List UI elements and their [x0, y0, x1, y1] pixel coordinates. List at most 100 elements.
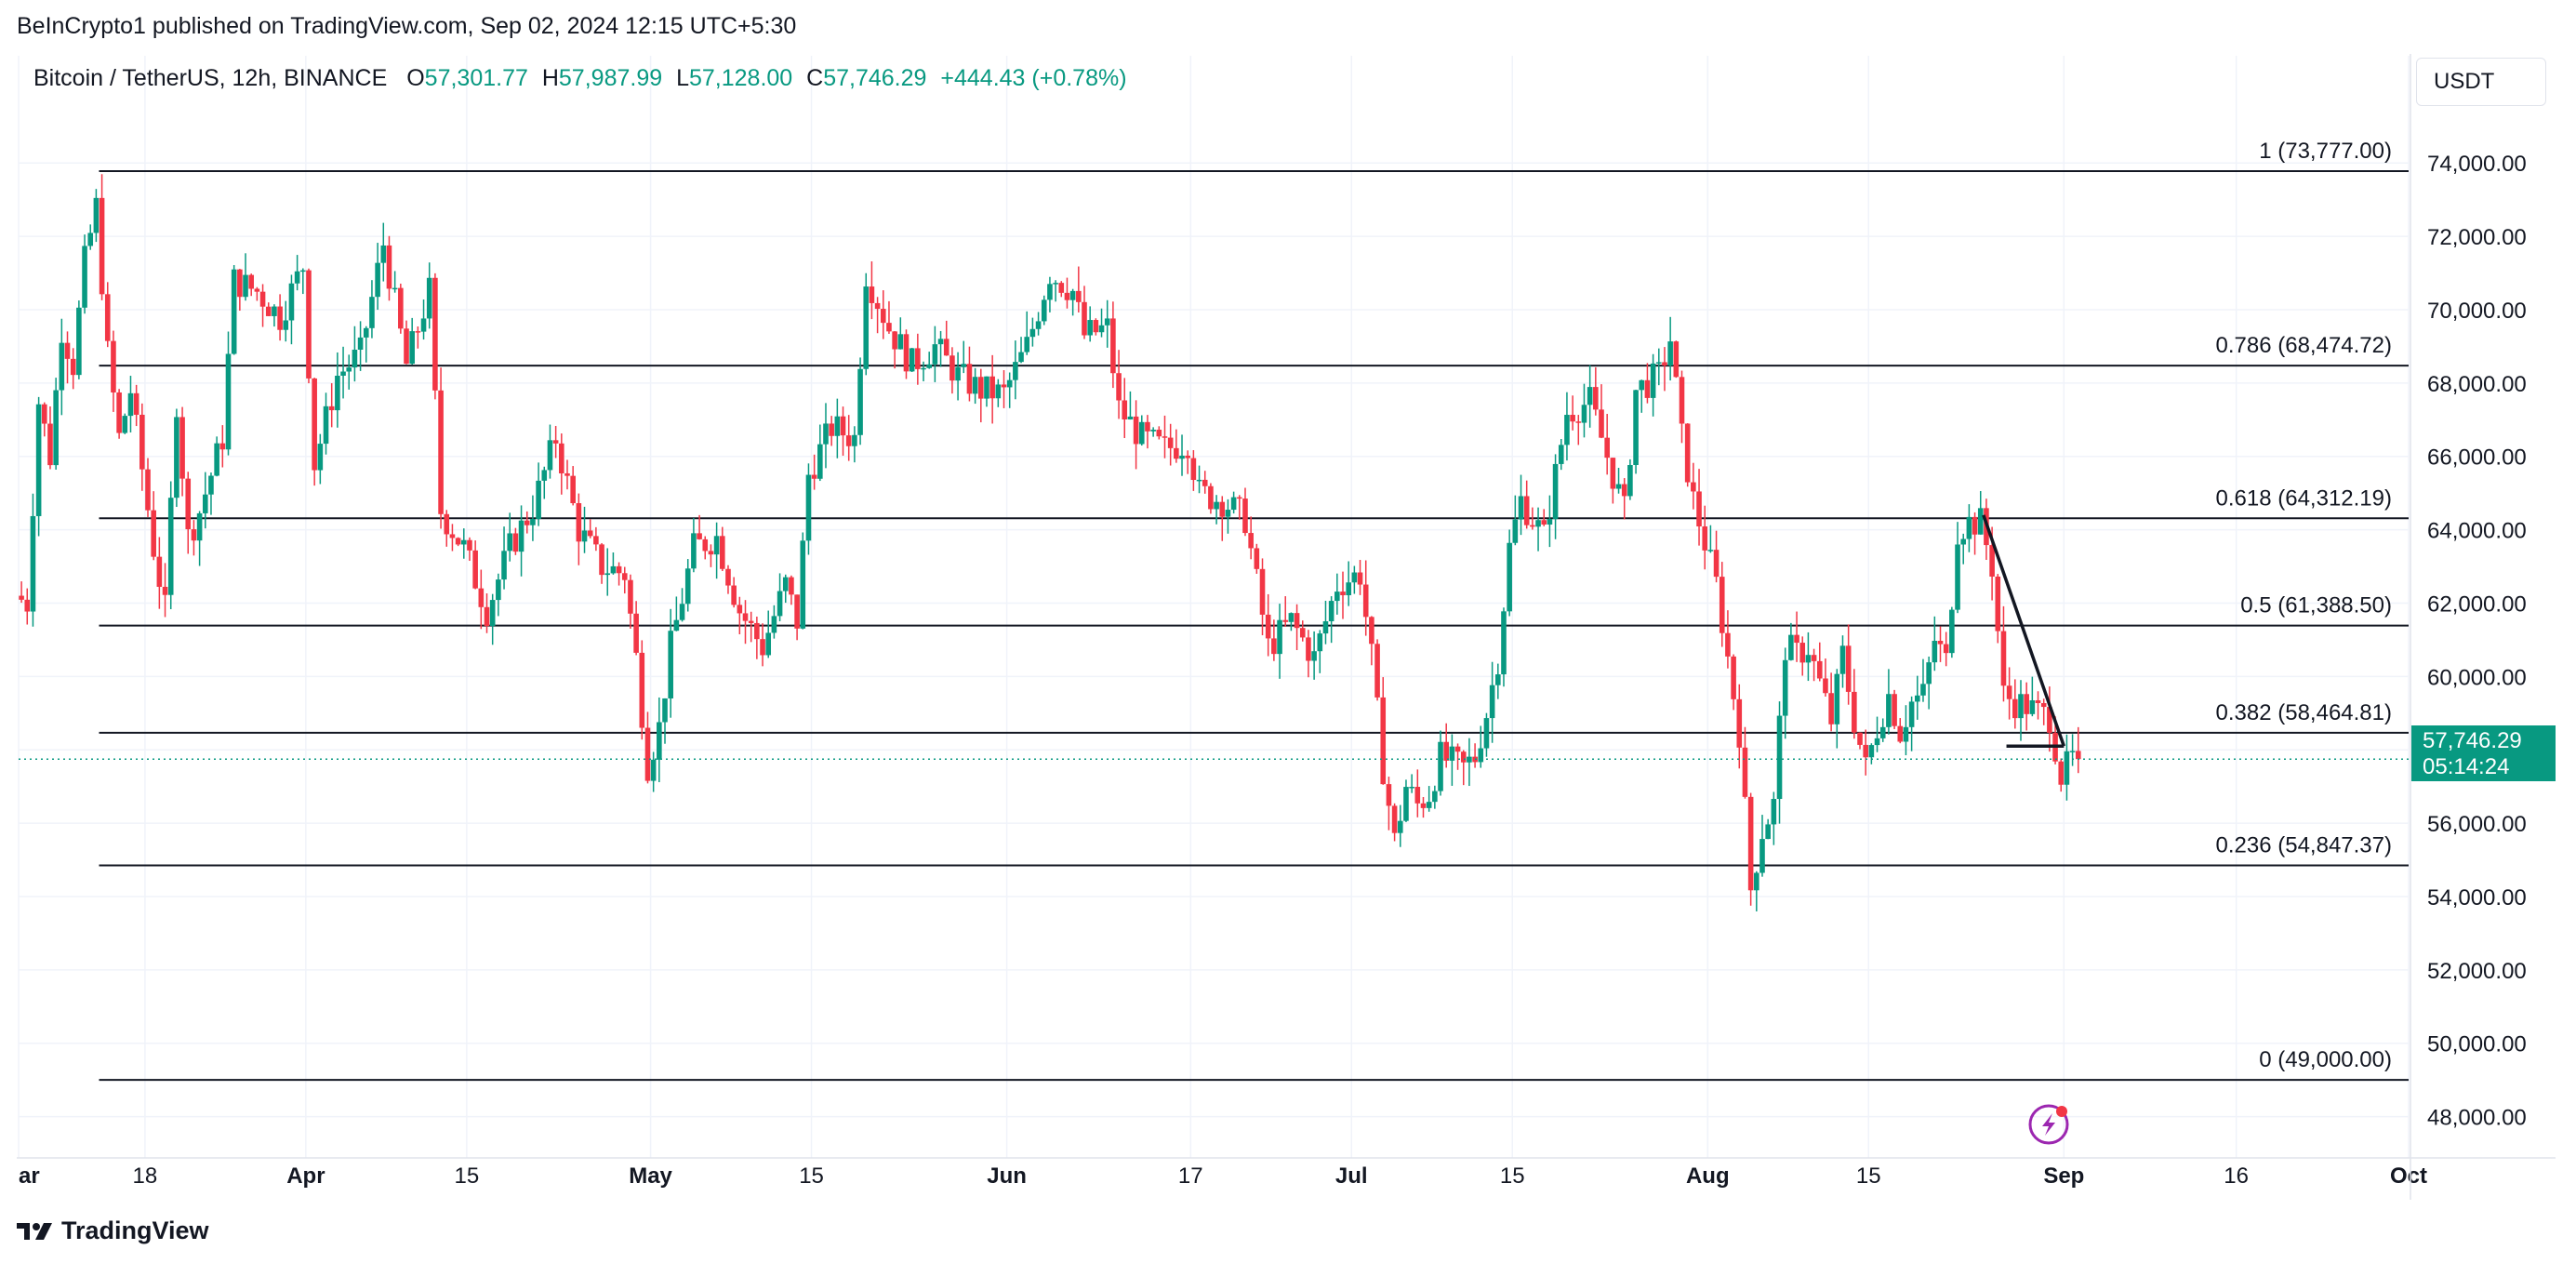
candle-body — [1696, 491, 1702, 527]
candle-body — [1523, 496, 1530, 525]
candle-body — [949, 355, 955, 381]
candle-body — [1087, 320, 1093, 336]
candle-body — [621, 573, 628, 580]
candle-body — [794, 594, 800, 629]
candle-body — [1719, 577, 1725, 633]
currency-button[interactable]: USDT — [2416, 58, 2546, 106]
candle-body — [420, 318, 427, 332]
candle-body — [1943, 644, 1949, 654]
candle-body — [1552, 463, 1559, 520]
candle-body — [530, 519, 536, 525]
candle-body — [811, 474, 817, 479]
candle-body — [1391, 805, 1398, 833]
candle-body — [478, 588, 485, 607]
candle-body — [2047, 707, 2052, 733]
candle-body — [312, 378, 317, 471]
candle-body — [1340, 592, 1346, 596]
candle-body — [2018, 694, 2024, 719]
candle-body — [1110, 318, 1116, 374]
candle-body — [1811, 655, 1817, 661]
candle-body — [1839, 645, 1846, 674]
candle-body — [1691, 482, 1696, 492]
candle-body — [1478, 748, 1484, 763]
candle-body — [1541, 520, 1547, 525]
lightning-alert-icon[interactable] — [2028, 1104, 2069, 1145]
change-value: +444.43 (+0.78%) — [940, 65, 1127, 91]
candle-body — [1937, 641, 1944, 645]
candle-body — [719, 536, 725, 569]
candle-body — [1765, 824, 1771, 840]
candle-body — [1219, 501, 1226, 517]
candle-body — [886, 323, 892, 332]
candle-body — [1334, 592, 1340, 602]
candle-body — [1852, 691, 1857, 733]
symbol-name[interactable]: Bitcoin / TetherUS, 12h, BINANCE — [33, 65, 388, 91]
y-tick-label: 74,000.00 — [2427, 152, 2527, 177]
candle-body — [1650, 363, 1656, 398]
candle-body — [35, 404, 42, 516]
candle-body — [1707, 550, 1714, 552]
open-value: 57,301.77 — [424, 65, 528, 91]
candle-body — [191, 529, 197, 541]
candle-body — [472, 550, 478, 589]
candle-body — [1604, 437, 1610, 459]
fib-level-label: 0.382 (58,464.81) — [2216, 700, 2392, 725]
candle-body — [587, 530, 593, 537]
candle-body — [1639, 379, 1645, 391]
candle-body — [19, 595, 24, 600]
candle-body — [1926, 662, 1932, 685]
candle-body — [1518, 496, 1524, 520]
candle-body — [1684, 423, 1691, 483]
candle-body — [1627, 465, 1633, 497]
x-tick-label: Apr — [286, 1163, 325, 1189]
fib-level-label: 0 (49,000.00) — [2259, 1047, 2392, 1072]
candle-body — [1426, 802, 1432, 808]
candle-body — [1823, 678, 1828, 694]
x-tick-label: Oct — [2390, 1163, 2427, 1189]
candle-body — [1024, 337, 1030, 352]
candle-body — [1185, 455, 1190, 459]
candle-body — [1374, 644, 1380, 698]
candle-body — [1328, 601, 1334, 621]
candle-body — [1127, 416, 1134, 419]
x-tick-label: Jul — [1335, 1163, 1368, 1189]
candle-body — [628, 579, 633, 614]
candle-body — [1960, 538, 1967, 545]
candle-body — [1369, 617, 1374, 645]
candle-body — [53, 390, 59, 466]
candle-body — [1621, 484, 1627, 497]
candle-body — [1076, 290, 1082, 302]
candle-body — [869, 286, 875, 303]
candle-body — [174, 417, 179, 499]
candle-body — [874, 302, 881, 310]
candle-body — [139, 414, 145, 470]
candle-body — [1035, 321, 1042, 329]
candle-body — [1058, 283, 1065, 293]
candle-body — [1989, 545, 1995, 577]
candle-body — [219, 443, 226, 450]
candle-body — [426, 277, 432, 319]
candle-body — [1662, 362, 1667, 366]
candle-body — [133, 392, 139, 415]
candle-body — [237, 269, 243, 298]
candle-body — [880, 309, 886, 324]
candle-body — [593, 536, 599, 545]
candle-body — [541, 470, 548, 481]
candle-body — [1006, 379, 1013, 388]
candle-body — [432, 277, 438, 391]
candle-body — [684, 568, 691, 605]
candle-body — [1892, 694, 1897, 726]
candle-body — [1771, 799, 1777, 825]
candle-body — [1116, 373, 1122, 401]
candle-body — [1294, 613, 1300, 629]
candle-body — [392, 287, 398, 290]
candle-body — [1702, 526, 1708, 551]
candle-body — [1041, 299, 1047, 322]
candle-body — [800, 540, 806, 629]
candle-body — [2040, 702, 2047, 708]
candle-body — [1599, 409, 1604, 438]
tradingview-brand[interactable]: TradingView — [17, 1216, 209, 1245]
candle-body — [1547, 519, 1553, 525]
candle-body — [708, 551, 714, 555]
